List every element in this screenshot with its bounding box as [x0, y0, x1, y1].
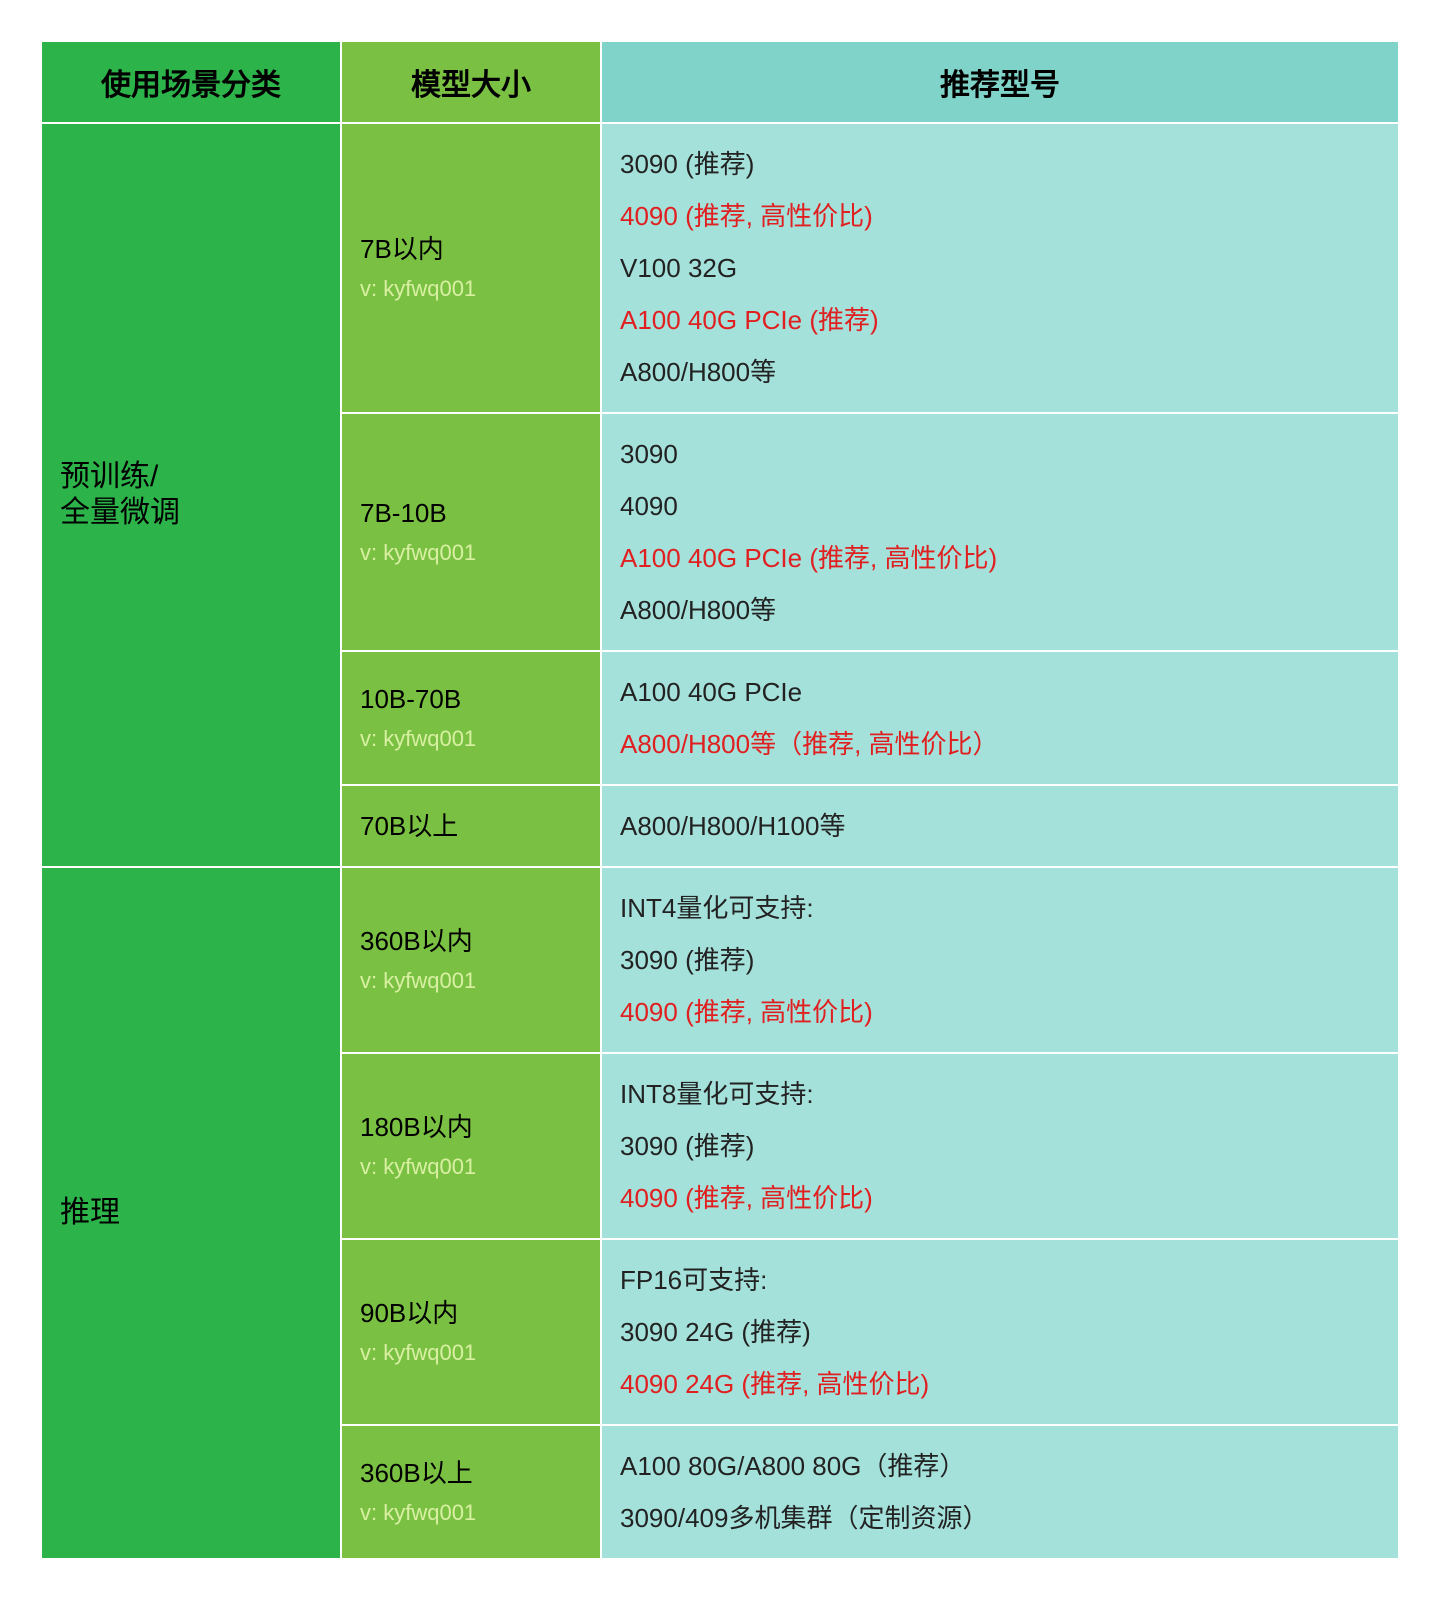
category-cell: 推理	[41, 867, 341, 1559]
rec-line: A100 40G PCIe (推荐)	[620, 294, 1380, 346]
rec-line: 3090 (推荐)	[620, 138, 1380, 190]
size-cell: 10B-70B v: kyfwq001	[341, 651, 601, 785]
size-label: 180B以内	[360, 1109, 582, 1145]
rec-line: 4090	[620, 480, 1380, 532]
rec-line: 4090 (推荐, 高性价比)	[620, 986, 1380, 1038]
rec-line: 4090 24G (推荐, 高性价比)	[620, 1358, 1380, 1410]
rec-cell: INT4量化可支持:3090 (推荐)4090 (推荐, 高性价比)	[601, 867, 1399, 1053]
watermark: v: kyfwq001	[360, 538, 582, 569]
watermark: v: kyfwq001	[360, 274, 582, 305]
rec-line: A800/H800/H100等	[620, 800, 1380, 852]
rec-line: 3090 24G (推荐)	[620, 1306, 1380, 1358]
rec-line: A100 40G PCIe (推荐, 高性价比)	[620, 532, 1380, 584]
rec-cell: A100 40G PCIeA800/H800等（推荐, 高性价比）	[601, 651, 1399, 785]
gpu-recommendation-table: 使用场景分类 模型大小 推荐型号 预训练/全量微调 7B以内 v: kyfwq001…	[40, 40, 1400, 1560]
rec-line: 3090 (推荐)	[620, 934, 1380, 986]
size-cell: 360B以内 v: kyfwq001	[341, 867, 601, 1053]
rec-line: INT8量化可支持:	[620, 1068, 1380, 1120]
size-label: 10B-70B	[360, 681, 582, 717]
size-label: 7B以内	[360, 231, 582, 267]
rec-cell: INT8量化可支持:3090 (推荐)4090 (推荐, 高性价比)	[601, 1053, 1399, 1239]
rec-line: INT4量化可支持:	[620, 882, 1380, 934]
rec-cell: FP16可支持:3090 24G (推荐)4090 24G (推荐, 高性价比)	[601, 1239, 1399, 1425]
rec-cell: A800/H800/H100等	[601, 785, 1399, 867]
size-cell: 70B以上	[341, 785, 601, 867]
rec-line: A100 40G PCIe	[620, 666, 1380, 718]
size-cell: 90B以内 v: kyfwq001	[341, 1239, 601, 1425]
rec-line: V100 32G	[620, 242, 1380, 294]
category-cell: 预训练/全量微调	[41, 123, 341, 867]
table-row: 预训练/全量微调7B以内v: kyfwq0013090 (推荐)4090 (推荐…	[41, 123, 1399, 413]
size-label: 360B以内	[360, 923, 582, 959]
rec-line: A100 80G/A800 80G（推荐）	[620, 1440, 1380, 1492]
watermark: v: kyfwq001	[360, 1338, 582, 1369]
size-cell: 7B以内 v: kyfwq001	[341, 123, 601, 413]
size-cell: 7B-10B v: kyfwq001	[341, 413, 601, 651]
size-cell: 360B以上 v: kyfwq001	[341, 1425, 601, 1559]
rec-cell: 30904090A100 40G PCIe (推荐, 高性价比)A800/H80…	[601, 413, 1399, 651]
rec-cell: 3090 (推荐)4090 (推荐, 高性价比)V100 32GA100 40G…	[601, 123, 1399, 413]
size-label: 7B-10B	[360, 495, 582, 531]
table-row: 推理360B以内v: kyfwq001INT4量化可支持:3090 (推荐)40…	[41, 867, 1399, 1053]
rec-line: A800/H800等	[620, 584, 1380, 636]
col-scene: 使用场景分类	[41, 41, 341, 123]
watermark: v: kyfwq001	[360, 1152, 582, 1183]
rec-line: 3090/409多机集群（定制资源）	[620, 1492, 1380, 1544]
size-cell: 180B以内 v: kyfwq001	[341, 1053, 601, 1239]
rec-line: 3090	[620, 428, 1380, 480]
rec-line: FP16可支持:	[620, 1254, 1380, 1306]
size-label: 360B以上	[360, 1455, 582, 1491]
size-label: 70B以上	[360, 808, 582, 844]
rec-cell: A100 80G/A800 80G（推荐）3090/409多机集群（定制资源）	[601, 1425, 1399, 1559]
rec-line: 4090 (推荐, 高性价比)	[620, 1172, 1380, 1224]
size-label: 90B以内	[360, 1295, 582, 1331]
col-rec: 推荐型号	[601, 41, 1399, 123]
rec-line: A800/H800等	[620, 346, 1380, 398]
rec-line: A800/H800等（推荐, 高性价比）	[620, 718, 1380, 770]
watermark: v: kyfwq001	[360, 966, 582, 997]
watermark: v: kyfwq001	[360, 724, 582, 755]
col-size: 模型大小	[341, 41, 601, 123]
rec-line: 4090 (推荐, 高性价比)	[620, 190, 1380, 242]
rec-line: 3090 (推荐)	[620, 1120, 1380, 1172]
watermark: v: kyfwq001	[360, 1498, 582, 1529]
